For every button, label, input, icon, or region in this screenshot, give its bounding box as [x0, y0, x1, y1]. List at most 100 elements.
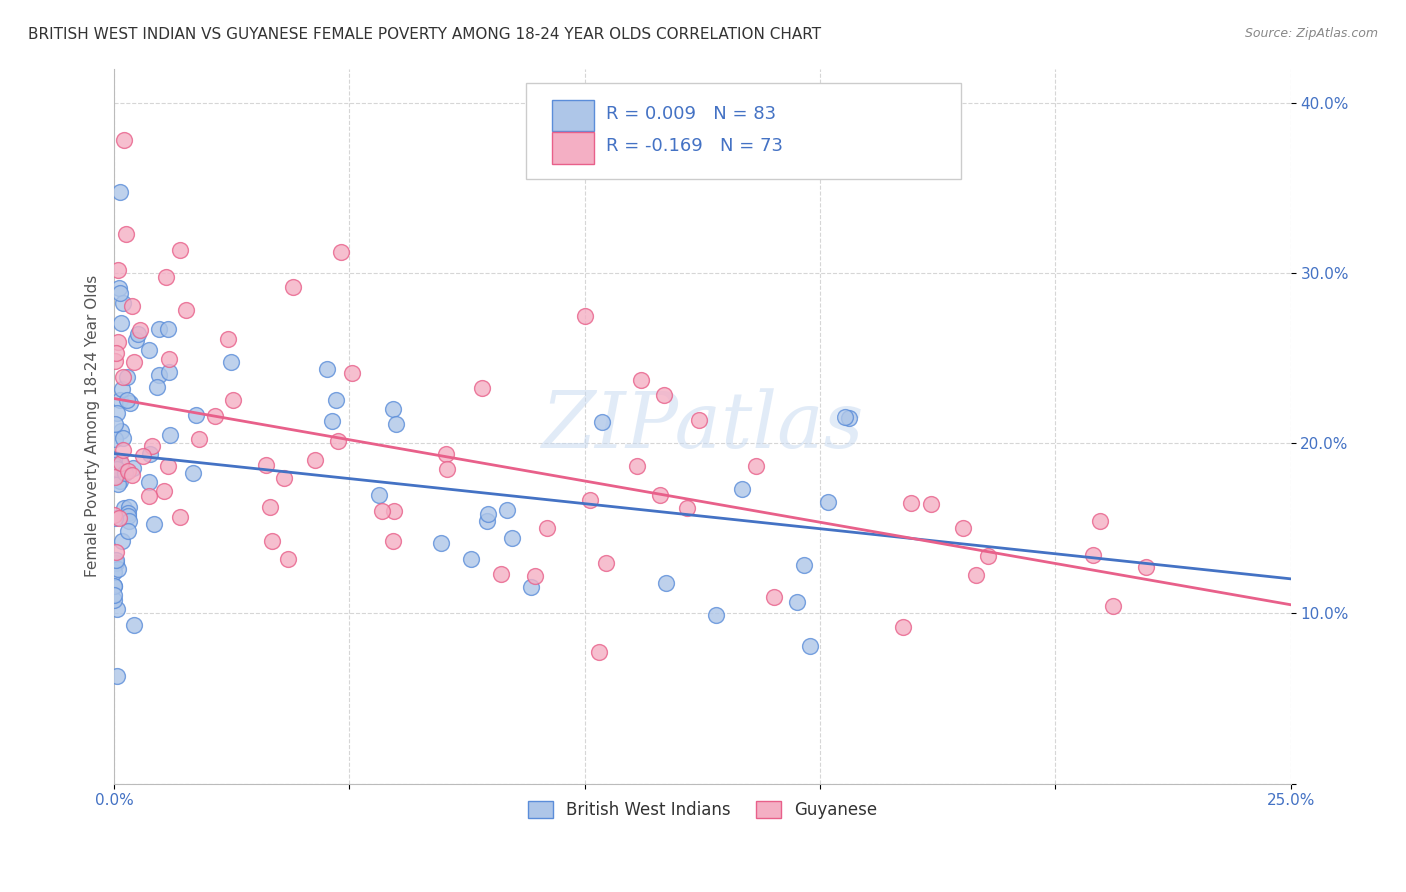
Point [103, 354, 125, 368]
Point [156, 322, 179, 336]
Point [142, 516, 165, 531]
Point [952, 521, 974, 535]
Point [595, 557, 617, 571]
Point [524, 569, 547, 583]
Point [222, 392, 245, 407]
Point [648, 488, 671, 502]
Point [107, 562, 129, 576]
Point [148, 322, 170, 336]
Point [121, 461, 143, 475]
Point [221, 355, 243, 369]
Point [259, 500, 281, 514]
Point [891, 620, 914, 634]
Point [652, 388, 675, 402]
Point [328, 434, 350, 448]
Point [325, 393, 347, 408]
Point [138, 343, 160, 357]
Point [688, 413, 710, 427]
Point [204, 409, 226, 423]
Point [141, 439, 163, 453]
Point [103, 469, 125, 483]
Point [471, 381, 494, 395]
Text: R = -0.169   N = 73: R = -0.169 N = 73 [606, 136, 783, 155]
Point [460, 552, 482, 566]
Point [104, 346, 127, 360]
Point [501, 531, 523, 545]
Point [110, 456, 132, 470]
Point [138, 489, 160, 503]
Point [108, 281, 131, 295]
Point [118, 500, 141, 514]
Point [174, 303, 197, 318]
Point [793, 558, 815, 572]
Point [138, 475, 160, 489]
Point [120, 396, 142, 410]
Point [110, 393, 132, 408]
Point [112, 133, 135, 147]
Point [104, 459, 127, 474]
Point [117, 514, 139, 528]
Point [384, 417, 406, 432]
Text: BRITISH WEST INDIAN VS GUYANESE FEMALE POVERTY AMONG 18-24 YEAR OLDS CORRELATION: BRITISH WEST INDIAN VS GUYANESE FEMALE P… [28, 27, 821, 42]
Point [520, 581, 543, 595]
Point [281, 280, 304, 294]
Point [121, 299, 143, 313]
Point [626, 458, 648, 473]
Point [159, 428, 181, 442]
Point [340, 366, 363, 380]
FancyBboxPatch shape [551, 100, 595, 131]
Point [115, 370, 138, 384]
Point [591, 416, 613, 430]
Point [254, 458, 277, 473]
Point [977, 549, 1000, 564]
Point [786, 594, 808, 608]
Point [146, 380, 169, 394]
Point [745, 459, 768, 474]
Point [169, 244, 191, 258]
Point [367, 488, 389, 502]
Point [495, 503, 517, 517]
Point [124, 333, 146, 347]
Point [834, 409, 856, 424]
Point [817, 495, 839, 509]
Point [900, 496, 922, 510]
Point [155, 270, 177, 285]
Point [110, 456, 132, 470]
Point [430, 536, 453, 550]
Point [127, 326, 149, 341]
Point [105, 669, 128, 683]
Point [111, 382, 134, 396]
Point [329, 245, 352, 260]
Point [184, 408, 207, 422]
Point [114, 466, 136, 480]
Point [188, 432, 211, 446]
Point [117, 506, 139, 520]
Point [121, 468, 143, 483]
Point [107, 511, 129, 525]
Point [103, 417, 125, 431]
Point [129, 323, 152, 337]
Point [114, 227, 136, 241]
Point [579, 493, 602, 508]
Point [574, 309, 596, 323]
FancyBboxPatch shape [526, 83, 962, 179]
Point [436, 462, 458, 476]
Point [122, 355, 145, 369]
Legend: British West Indians, Guyanese: British West Indians, Guyanese [522, 794, 884, 825]
Point [122, 618, 145, 632]
Point [138, 447, 160, 461]
Point [838, 411, 860, 425]
Point [675, 500, 697, 515]
Point [920, 498, 942, 512]
FancyBboxPatch shape [551, 132, 595, 163]
Point [381, 402, 404, 417]
Point [104, 470, 127, 484]
Point [132, 449, 155, 463]
Point [704, 607, 727, 622]
Point [103, 579, 125, 593]
Point [321, 414, 343, 428]
Point [103, 579, 125, 593]
Point [762, 590, 785, 604]
Point [111, 533, 134, 548]
Point [110, 185, 132, 199]
